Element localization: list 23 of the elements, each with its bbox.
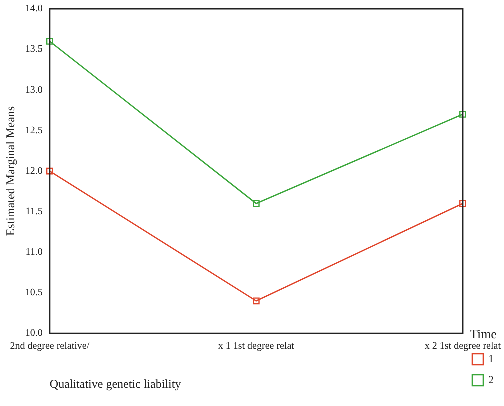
y-tick-label: 11.0 <box>26 247 43 258</box>
point <box>253 298 260 305</box>
legend-label: 1 <box>488 353 494 366</box>
y-tick-label: 14.0 <box>25 4 43 15</box>
point <box>46 168 54 175</box>
y-tick-label: 12.5 <box>25 125 43 136</box>
point <box>253 200 260 208</box>
legend-label: 2 <box>488 374 494 386</box>
y-tick-label: 10.0 <box>25 328 43 340</box>
legend-title: Time <box>470 326 498 342</box>
x-tick-label: x 2 1st degree relat <box>424 341 502 352</box>
point <box>460 200 466 208</box>
y-tick-label: 12.0 <box>25 166 43 177</box>
y-axis-title: Estimated Marginal Means <box>3 106 18 236</box>
y-tick-label: 13.0 <box>25 84 43 96</box>
point <box>460 111 466 118</box>
y-tick-label: 10.5 <box>25 288 43 299</box>
x-axis-title: Qualitative genetic liability <box>50 376 182 391</box>
x-tick-label: x 1 1st degree relat <box>218 341 295 352</box>
y-tick-label: 11.5 <box>26 206 43 218</box>
x-tick-label: 2nd degree relative/ <box>10 341 90 352</box>
y-tick-label: 13.5 <box>25 44 43 56</box>
point <box>46 38 54 45</box>
